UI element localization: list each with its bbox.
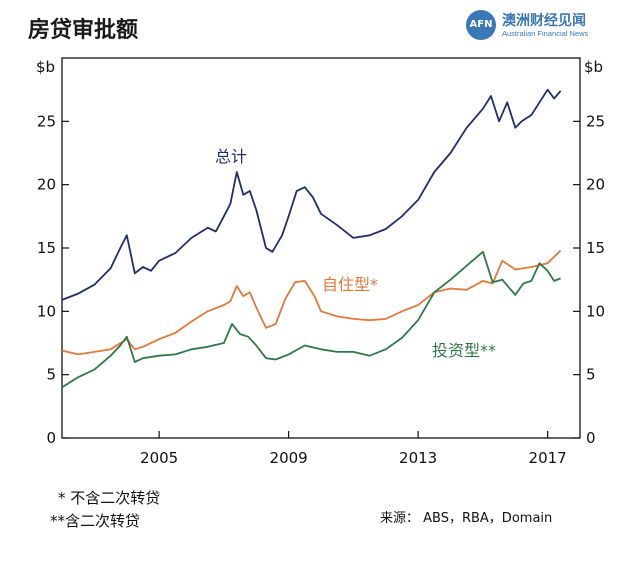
- y-tick-label-left: 0: [46, 429, 56, 447]
- y-tick-label-right: 0: [586, 429, 596, 447]
- footnote-1: * 不含二次转贷: [58, 489, 161, 507]
- series-label-total: 总计: [215, 147, 247, 166]
- series-line-investor: [61, 250, 561, 389]
- chart-title: 房贷审批额: [28, 18, 139, 43]
- y-tick-label-right: 25: [586, 112, 605, 130]
- series-lines: [61, 88, 562, 389]
- series-line-owner: [61, 249, 562, 356]
- x-tick-label: 2017: [529, 449, 567, 467]
- y-tick-label-left: 10: [37, 302, 56, 320]
- afn-badge-icon: AFN: [466, 10, 496, 40]
- series-label-owner: 自住型*: [322, 275, 378, 294]
- y-unit-left: $b: [36, 58, 55, 76]
- source-note: 来源： ABS，RBA，Domain: [380, 511, 553, 526]
- axis-ticks: 0 0 5 5 10 10 15 15 20 20 25 25 2005 2009 2013 2017: [37, 112, 605, 467]
- y-tick-label-left: 15: [37, 239, 56, 257]
- x-tick-label: 2005: [140, 449, 178, 467]
- y-tick-label-right: 20: [586, 176, 605, 194]
- y-tick-label-right: 15: [586, 239, 605, 257]
- y-tick-label-left: 25: [37, 112, 56, 130]
- footnote-2: **含二次转贷: [50, 512, 141, 530]
- y-tick-label-right: 5: [586, 366, 596, 384]
- series-line-total: [61, 88, 562, 301]
- y-tick-label-left: 5: [46, 366, 56, 384]
- series-label-investor: 投资型**: [432, 341, 496, 360]
- y-tick-label-left: 20: [37, 176, 56, 194]
- y-unit-right: $b: [584, 58, 603, 76]
- afn-logo: AFN 澳洲财经见闻 Australian Financial News: [466, 10, 636, 44]
- logo-tagline: Australian Financial News: [502, 29, 589, 38]
- x-tick-label: 2009: [270, 449, 308, 467]
- x-tick-label: 2013: [399, 449, 437, 467]
- y-tick-label-right: 10: [586, 302, 605, 320]
- logo-name: 澳洲财经见闻: [502, 13, 586, 29]
